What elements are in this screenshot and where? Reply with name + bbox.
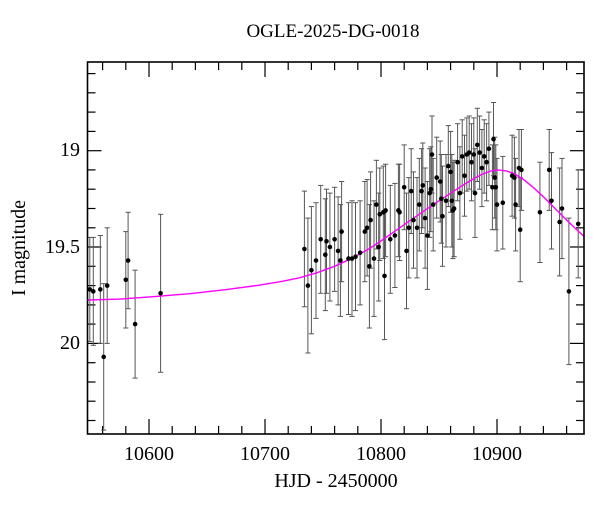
x-axis-label: HJD - 2450000 bbox=[274, 470, 398, 492]
x-tick-label-10800: 10800 bbox=[356, 443, 406, 465]
plot-frame bbox=[86, 61, 585, 435]
axis-ticks bbox=[87, 62, 584, 434]
y-tick-label-20: 20 bbox=[60, 332, 80, 354]
data-points bbox=[87, 136, 581, 360]
plot-title: OGLE-2025-DG-0018 bbox=[246, 21, 420, 42]
y-tick-label-19: 19 bbox=[60, 139, 80, 161]
x-tick-label-10600: 10600 bbox=[124, 443, 174, 465]
y-tick-label-19.5: 19.5 bbox=[45, 236, 80, 258]
x-tick-label-10900: 10900 bbox=[472, 443, 522, 465]
x-tick-label-10700: 10700 bbox=[240, 443, 290, 465]
model-curve bbox=[87, 169, 585, 301]
